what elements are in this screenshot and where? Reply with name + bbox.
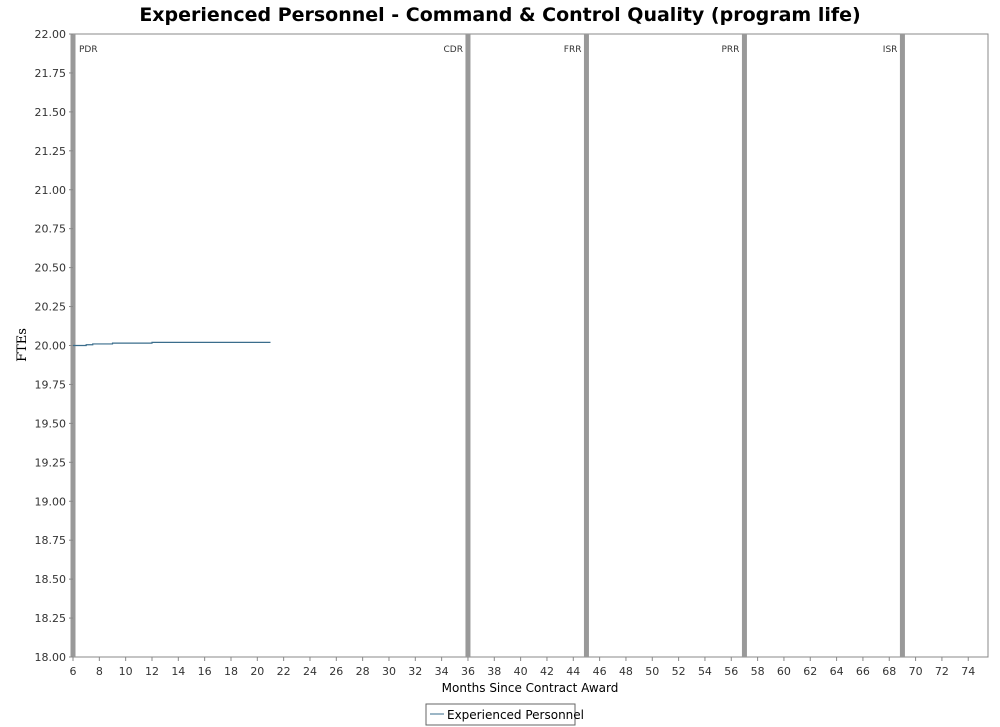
x-tick-label: 72	[935, 665, 949, 678]
x-tick-label: 18	[224, 665, 238, 678]
x-tick-label: 6	[70, 665, 77, 678]
y-tick-label: 21.00	[35, 184, 67, 197]
x-tick-label: 44	[566, 665, 580, 678]
milestone-bar-frr	[583, 34, 589, 657]
y-tick-label: 21.50	[35, 106, 67, 119]
x-tick-label: 10	[119, 665, 133, 678]
y-tick-label: 21.75	[35, 67, 67, 80]
x-tick-label: 64	[830, 665, 844, 678]
x-tick-label: 28	[356, 665, 370, 678]
x-tick-label: 50	[645, 665, 659, 678]
x-tick-label: 26	[329, 665, 343, 678]
y-tick-label: 18.00	[35, 651, 67, 664]
milestone-label-frr: FRR	[564, 45, 582, 55]
milestone-bar-isr	[899, 34, 905, 657]
x-tick-label: 42	[540, 665, 554, 678]
y-tick-label: 18.50	[35, 573, 67, 586]
x-tick-label: 74	[961, 665, 975, 678]
x-tick-label: 54	[698, 665, 712, 678]
y-tick-label: 20.75	[35, 223, 67, 236]
x-tick-label: 16	[198, 665, 212, 678]
milestone-label-prr: PRR	[722, 45, 740, 55]
x-tick-label: 66	[856, 665, 870, 678]
x-tick-label: 34	[435, 665, 449, 678]
x-tick-label: 68	[882, 665, 896, 678]
x-tick-label: 38	[487, 665, 501, 678]
y-tick-label: 19.75	[35, 378, 67, 391]
y-tick-label: 19.50	[35, 417, 67, 430]
y-axis-label: FTEs	[15, 328, 30, 362]
x-tick-label: 32	[408, 665, 422, 678]
x-tick-label: 56	[724, 665, 738, 678]
x-tick-label: 40	[514, 665, 528, 678]
x-tick-label: 48	[619, 665, 633, 678]
milestone-label-cdr: CDR	[443, 45, 462, 55]
x-tick-label: 24	[303, 665, 317, 678]
series-layer	[73, 341, 271, 347]
y-axis: 18.00 18.25 18.50 18.75 19.00 19.25 19.50 19.75…	[35, 28, 73, 664]
y-tick-label: 18.75	[35, 534, 67, 547]
milestone-bar-prr	[741, 34, 747, 657]
x-tick-label: 60	[777, 665, 791, 678]
y-tick-label: 20.25	[35, 301, 67, 314]
y-tick-label: 18.25	[35, 612, 67, 625]
x-axis-label: Months Since Contract Award	[442, 681, 619, 695]
x-tick-label: 22	[277, 665, 291, 678]
y-tick-label: 19.25	[35, 456, 67, 469]
y-tick-label: 19.00	[35, 495, 67, 508]
x-tick-label: 46	[593, 665, 607, 678]
x-axis: 6 8 10 12 14 16 18 20 22 24 26 28 30 32 34 36 38 40 42 44 46…	[70, 657, 975, 678]
x-tick-label: 58	[751, 665, 765, 678]
legend: Experienced Personnel	[425, 703, 584, 726]
x-tick-label: 30	[382, 665, 396, 678]
x-tick-label: 36	[461, 665, 475, 678]
y-tick-label: 22.00	[35, 28, 67, 41]
series-line-experienced-personnel	[73, 341, 271, 347]
x-tick-label: 70	[909, 665, 923, 678]
x-tick-label: 12	[145, 665, 159, 678]
x-tick-label: 8	[96, 665, 103, 678]
x-tick-label: 62	[803, 665, 817, 678]
y-tick-label: 20.50	[35, 262, 67, 275]
legend-label-experienced-personnel: Experienced Personnel	[447, 708, 584, 722]
legend-box	[425, 703, 576, 726]
chart-title: Experienced Personnel - Command & Contro…	[139, 4, 860, 26]
milestone-label-pdr: PDR	[79, 45, 98, 55]
x-tick-label: 52	[672, 665, 686, 678]
y-tick-label: 20.00	[35, 340, 67, 353]
milestone-bar-cdr	[465, 34, 471, 657]
milestone-label-isr: ISR	[883, 45, 898, 55]
y-tick-label: 21.25	[35, 145, 67, 158]
plot-area	[72, 33, 989, 658]
x-tick-label: 14	[171, 665, 185, 678]
x-tick-label: 20	[250, 665, 264, 678]
